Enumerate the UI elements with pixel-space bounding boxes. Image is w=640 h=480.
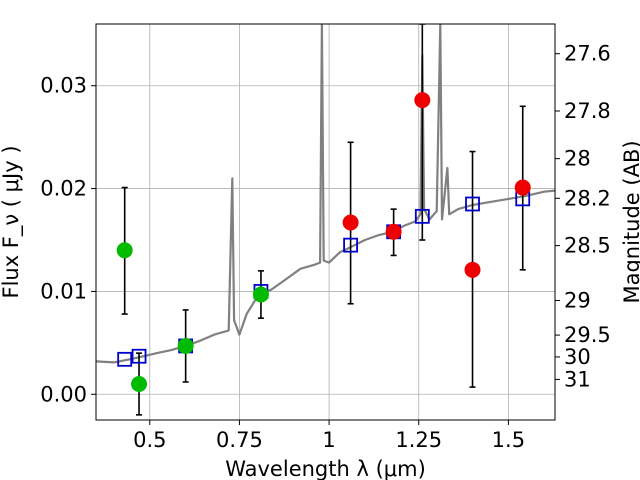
right-tick-label: 28.2 <box>564 186 611 210</box>
right-tick-label: 28.5 <box>564 234 611 258</box>
data-markers <box>116 92 531 392</box>
y-tick-label: 0.02 <box>40 177 87 201</box>
square-marker <box>465 196 480 212</box>
y-axis-label-right: Magnitude (AB) <box>620 140 640 303</box>
grid <box>96 24 555 420</box>
model-spectrum-line <box>96 24 555 364</box>
x-tick-label: 1.25 <box>395 428 442 452</box>
circle-marker <box>116 242 133 259</box>
right-tick-label: 30 <box>564 345 591 369</box>
circle-marker <box>252 286 269 303</box>
square-marker <box>131 348 147 364</box>
circle-marker <box>385 223 402 240</box>
right-tick-label: 29.5 <box>564 323 611 347</box>
circle-marker <box>177 337 194 354</box>
circle-marker <box>131 376 148 392</box>
square-marker <box>414 208 430 224</box>
ticks: 0.5 0.75 1 1.25 1.5 0.00 0.01 0.02 0.03 27.6 27.8 2… <box>40 42 611 452</box>
circle-marker <box>342 214 359 231</box>
plot-area <box>96 24 555 416</box>
plot-frame <box>95 23 556 421</box>
circle-marker <box>464 261 481 278</box>
x-axis-label: Wavelength λ (μm) <box>225 457 426 480</box>
y-tick-label: 0.00 <box>40 382 87 406</box>
circle-marker <box>514 179 531 196</box>
right-tick-label: 29 <box>564 288 591 312</box>
square-marker <box>343 237 359 253</box>
right-tick-label: 31 <box>564 367 591 391</box>
x-tick-label: 0.75 <box>216 428 263 452</box>
right-tick-label: 27.8 <box>564 99 611 123</box>
y-tick-label: 0.03 <box>40 74 87 98</box>
y-tick-label: 0.01 <box>40 279 87 303</box>
x-tick-label: 1 <box>322 428 335 452</box>
right-tick-label: 27.6 <box>564 42 611 66</box>
y-axis-label: Flux F_ν ( μJy ) <box>0 145 24 298</box>
x-tick-label: 0.5 <box>133 428 166 452</box>
x-tick-label: 1.5 <box>492 428 525 452</box>
square-marker <box>117 351 133 367</box>
right-tick-label: 28 <box>564 147 591 171</box>
circle-marker <box>414 92 431 109</box>
